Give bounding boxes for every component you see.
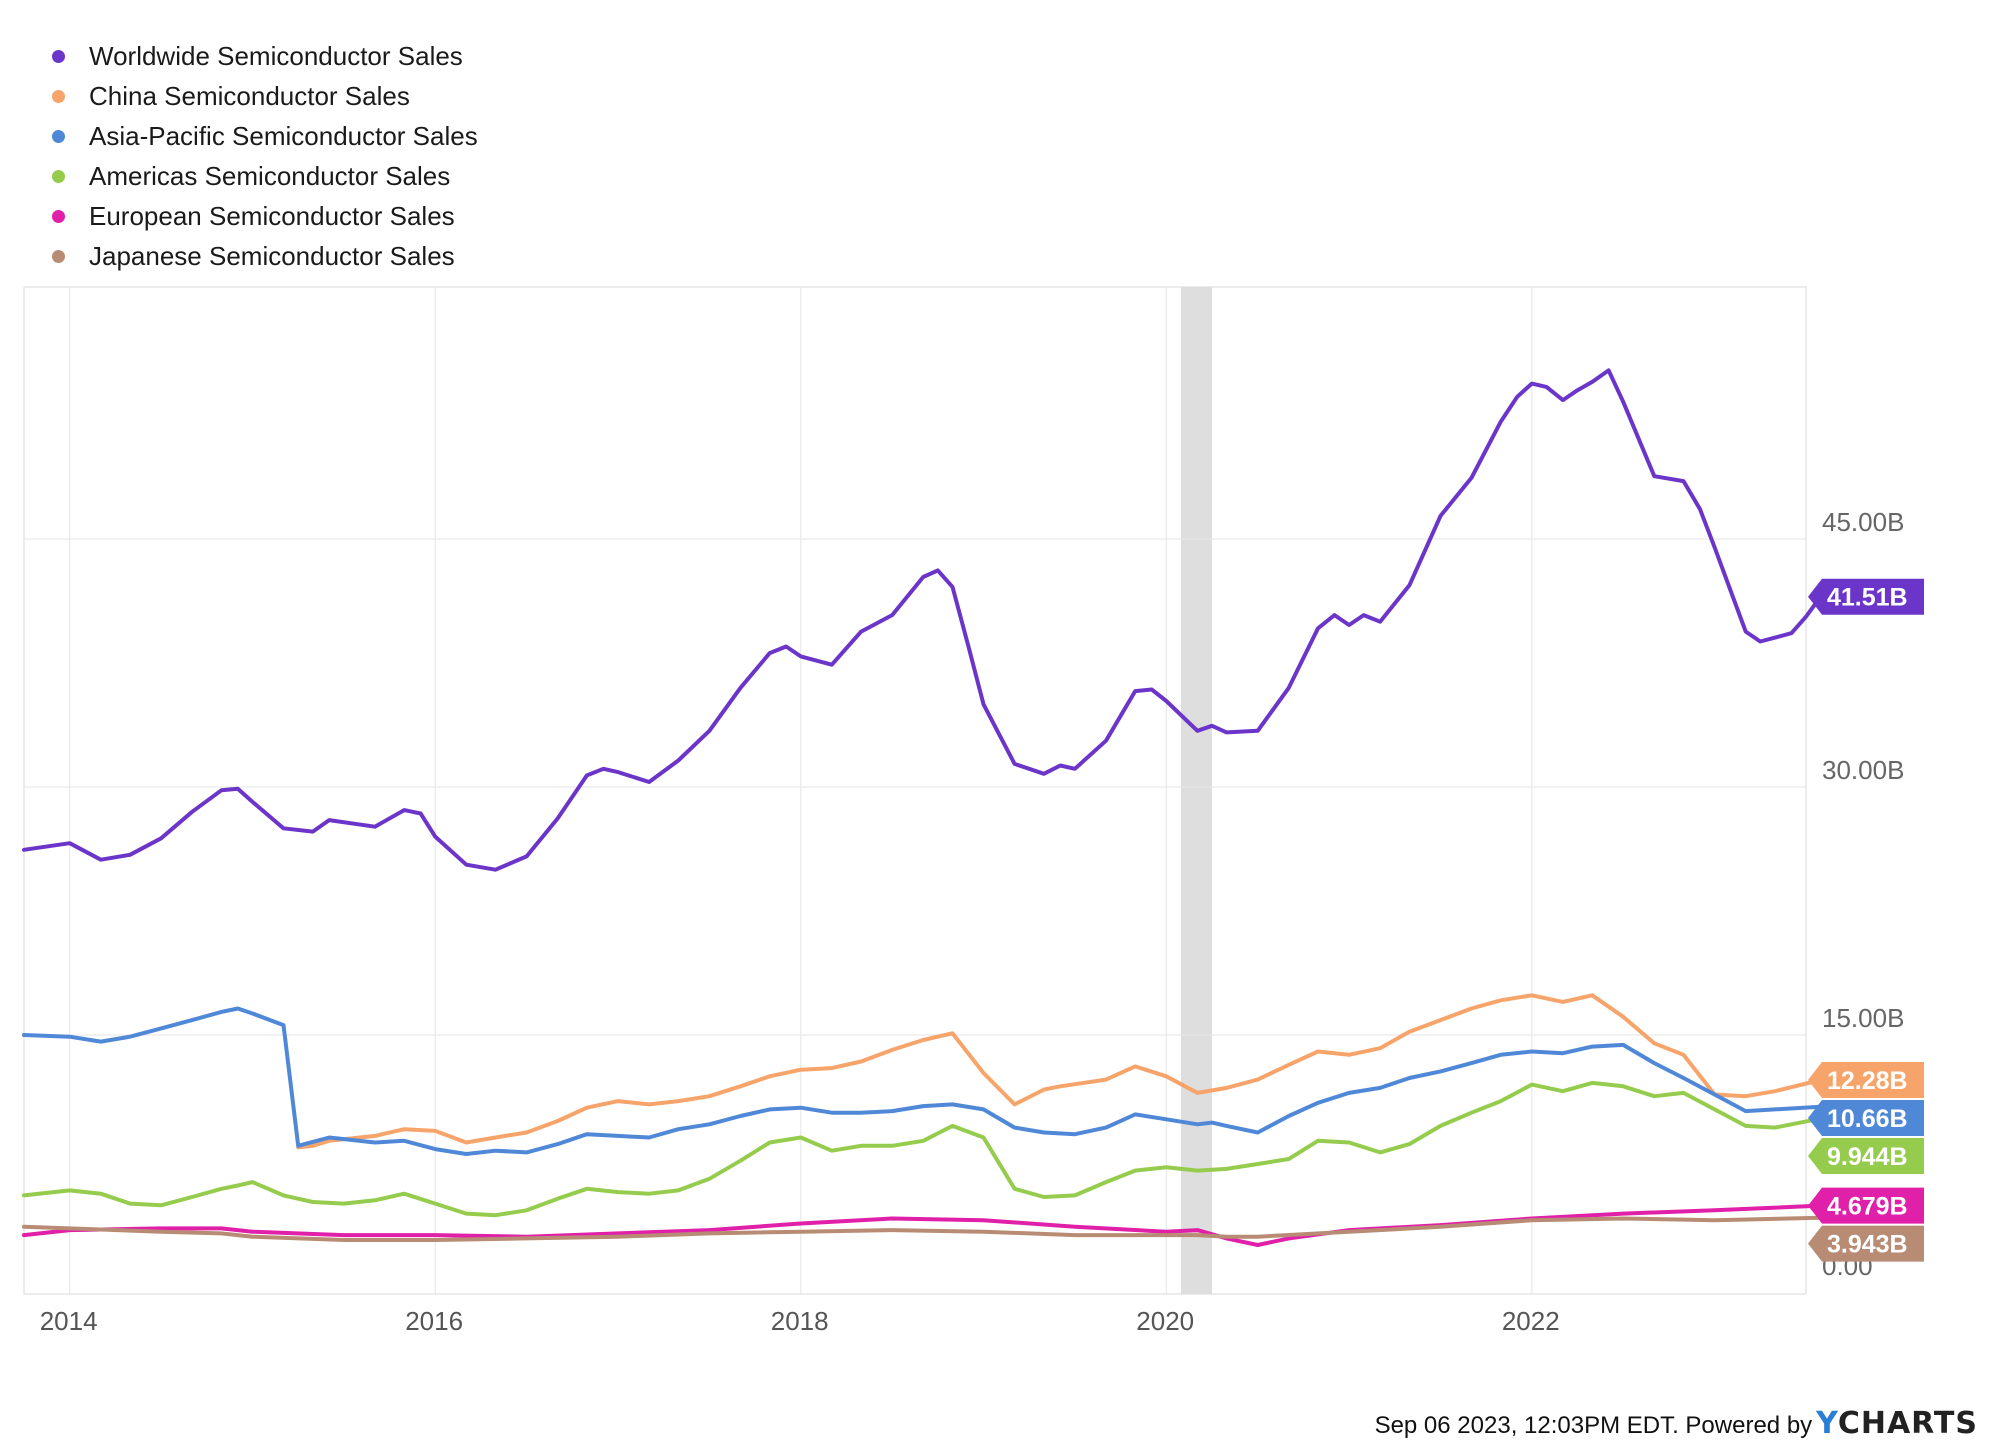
last-value-flag (1808, 1061, 1924, 1098)
y-tick-label: 15.00B (1822, 1003, 1904, 1033)
series-line (22, 1215, 1823, 1242)
legend-label: Asia-Pacific Semiconductor Sales (89, 120, 478, 151)
last-value-label: 4.679B (1827, 1193, 1908, 1221)
legend-marker (52, 49, 65, 63)
legend-item[interactable]: Japanese Semiconductor Sales (52, 236, 478, 276)
recession-band (1180, 287, 1212, 1294)
legend-marker (52, 249, 65, 263)
legend-marker (52, 129, 65, 143)
last-value-flag (1808, 578, 1924, 615)
ycharts-logo-text: CHARTS (1837, 1406, 1978, 1441)
legend-label: Japanese Semiconductor Sales (89, 240, 455, 271)
footer-timestamp: Sep 06 2023, 12:03PM EDT. Powered by (1374, 1412, 1813, 1439)
legend-item[interactable]: Asia-Pacific Semiconductor Sales (52, 116, 478, 156)
plot-area (23, 286, 1807, 1295)
x-tick-label: 2022 (1502, 1306, 1560, 1336)
y-tick-label: 30.00B (1822, 755, 1904, 785)
x-tick-label: 2018 (771, 1306, 829, 1336)
legend-item[interactable]: European Semiconductor Sales (52, 196, 478, 236)
legend-marker (52, 89, 65, 103)
last-value-label: 3.943B (1827, 1231, 1908, 1259)
legend-item[interactable]: China Semiconductor Sales (52, 76, 478, 116)
ycharts-logo[interactable]: YCHARTS (1816, 1406, 1978, 1441)
last-value-flag (1808, 1225, 1924, 1262)
x-tick-label: 2014 (40, 1306, 98, 1336)
last-value-label: 41.51B (1827, 584, 1908, 612)
x-tick-label: 2020 (1136, 1306, 1194, 1336)
legend-label: Americas Semiconductor Sales (89, 160, 451, 191)
legend-label: Worldwide Semiconductor Sales (89, 40, 463, 71)
legend-label: European Semiconductor Sales (89, 200, 455, 231)
x-tick-label: 2016 (405, 1306, 463, 1336)
series-line (22, 368, 1823, 872)
chart-footer: Sep 06 2023, 12:03PM EDT. Powered by YCH… (1375, 1406, 1978, 1441)
last-value-flag (1808, 1137, 1924, 1174)
legend-label: China Semiconductor Sales (89, 80, 410, 111)
legend-marker (52, 169, 65, 183)
ycharts-logo-y: Y (1816, 1406, 1838, 1441)
last-value-label: 12.28B (1827, 1067, 1908, 1095)
series-line (296, 993, 1823, 1150)
series-line (22, 1006, 1823, 1156)
last-value-flag (1808, 1099, 1924, 1136)
last-value-label: 10.66B (1827, 1105, 1908, 1133)
series-line (22, 1080, 1823, 1218)
last-value-flag (1808, 1187, 1924, 1224)
chart-legend: Worldwide Semiconductor Sales China Semic… (52, 36, 478, 276)
legend-item[interactable]: Worldwide Semiconductor Sales (52, 36, 478, 76)
y-tick-label: 45.00B (1822, 507, 1904, 537)
legend-marker (52, 209, 65, 223)
last-value-label: 9.944B (1827, 1143, 1908, 1171)
legend-item[interactable]: Americas Semiconductor Sales (52, 156, 478, 196)
